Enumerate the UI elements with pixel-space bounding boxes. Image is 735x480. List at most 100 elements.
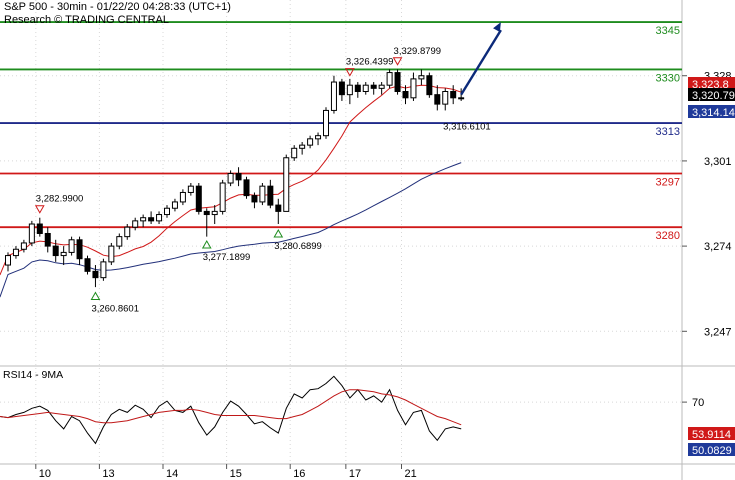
y-tick-label: 3,274 (704, 241, 732, 253)
candle-body (330, 81, 337, 111)
candle-body (235, 173, 242, 181)
level-note-label: 3,316.6101 (443, 122, 491, 133)
forecast-arrow-head (493, 22, 501, 33)
candle-body (259, 185, 266, 203)
level-label: 3297 (656, 177, 680, 189)
candle-body (187, 185, 194, 193)
y-tick-label: 3,247 (704, 326, 732, 338)
swing-high-marker (392, 57, 403, 66)
price-axis-marker-label: 3,314.14 (692, 107, 735, 119)
rsi-title: RSI14 - 9MA (3, 369, 63, 381)
candle-body (307, 138, 314, 146)
candle-body (156, 214, 163, 222)
candle-body (275, 204, 282, 212)
candle-body (283, 157, 290, 212)
candle-body (354, 84, 361, 92)
price-axis-marker-label: 3,320.79 (692, 90, 735, 102)
x-tick-label: 16 (293, 468, 305, 480)
candle-body (20, 242, 27, 250)
candle-body (378, 84, 385, 89)
level-label: 3280 (656, 230, 680, 242)
swing-low-label: 3,280.6899 (274, 241, 322, 252)
candle-body (36, 223, 43, 234)
candle-body (68, 239, 75, 253)
swing-high-marker (34, 205, 45, 214)
fast-moving-average-line (0, 84, 462, 276)
rsi-tick-label: 70 (692, 397, 704, 409)
candle-body (291, 147, 298, 159)
candle-body (243, 179, 250, 197)
slow-moving-average-line (0, 162, 462, 298)
candle-body (227, 173, 234, 184)
candle-body (76, 239, 83, 260)
candle-body (267, 185, 274, 206)
candle-body (346, 84, 353, 96)
candle-body (60, 251, 67, 257)
candle-body (12, 248, 19, 257)
candle-body (92, 270, 99, 279)
swing-low-marker (273, 228, 284, 238)
candle-body (116, 236, 123, 247)
candle-body (140, 217, 147, 222)
candle-body (434, 94, 441, 105)
swing-low-label: 3,260.8601 (91, 304, 139, 315)
swing-low-marker (90, 291, 101, 301)
candle-body (148, 217, 155, 222)
level-label: 3345 (656, 25, 680, 37)
candle-body (203, 210, 210, 216)
x-tick-label: 13 (102, 468, 114, 480)
candle-body (458, 97, 465, 100)
rsi-axis-marker-label: 50.0829 (692, 445, 732, 457)
candle-body (164, 207, 170, 216)
candle-body (251, 195, 258, 203)
y-tick-label: 3,301 (704, 156, 732, 168)
x-tick-label: 15 (230, 468, 242, 480)
candle-body (100, 261, 107, 279)
swing-low-marker (201, 240, 212, 249)
candle-body (179, 191, 186, 203)
candle-body (410, 78, 417, 99)
candle-body (315, 135, 322, 140)
swing-high-label: 3,329.8799 (394, 46, 442, 57)
level-label: 3330 (656, 72, 680, 84)
swing-high-marker (344, 68, 355, 77)
candle-body (219, 182, 226, 212)
candle-body (323, 109, 329, 137)
rsi-axis-marker (688, 427, 735, 440)
candle-body (132, 220, 139, 228)
candle-body (362, 84, 369, 92)
rsi-moving-average-line (0, 389, 462, 426)
x-tick-label: 17 (349, 468, 361, 480)
price-axis-marker (688, 88, 735, 101)
candle-body (386, 72, 393, 86)
candle-body (5, 255, 11, 266)
rsi-line (0, 375, 462, 445)
chart-title: S&P 500 - 30min - 01/22/20 04:28:33 (UTC… (4, 1, 231, 13)
candle-body (418, 75, 425, 80)
x-tick-label: 21 (405, 468, 417, 480)
rsi-axis-marker (688, 443, 735, 456)
candle-body (171, 201, 178, 209)
candle-body (84, 258, 91, 272)
candle-body (108, 245, 115, 263)
candle-body (299, 144, 306, 149)
candle-body (44, 232, 51, 247)
forecast-arrow-line (460, 29, 502, 96)
chart-subtitle: Research © TRADING CENTRAL (4, 14, 169, 26)
candle-body (370, 84, 377, 89)
candle-body (28, 223, 35, 244)
candle-body (338, 81, 345, 96)
candle-body (426, 75, 433, 96)
candle-body (394, 72, 401, 92)
x-tick-label: 10 (39, 468, 51, 480)
rsi-axis-marker-label: 53.9114 (692, 429, 731, 441)
price-axis-marker (688, 77, 735, 90)
candle-body (211, 210, 218, 216)
swing-high-label: 3,282.9900 (36, 194, 84, 205)
level-label: 3313 (656, 126, 680, 138)
x-tick-label: 14 (166, 468, 178, 480)
candle-body (52, 245, 59, 257)
candle-body (124, 226, 131, 238)
